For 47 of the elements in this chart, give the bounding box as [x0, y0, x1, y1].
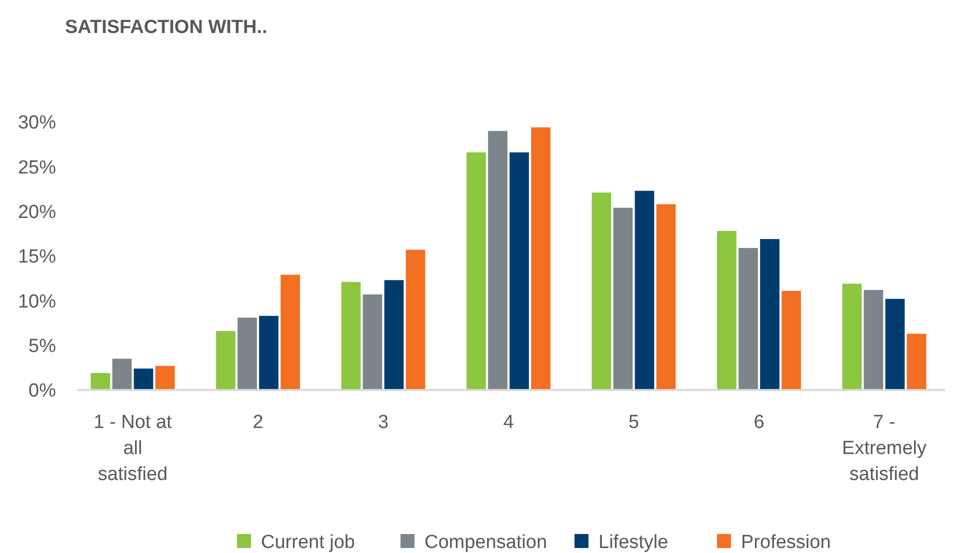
bar — [341, 282, 361, 390]
bar — [531, 127, 550, 390]
y-tick-label: 15% — [18, 246, 56, 268]
bar — [134, 368, 154, 390]
x-tick-label: 7 - Extremely satisfied — [842, 412, 927, 485]
bar — [90, 373, 110, 390]
chart-title: SATISFACTION WITH.. — [65, 17, 268, 38]
y-tick-label: 30% — [18, 112, 56, 134]
x-tick-label: 5 — [628, 412, 640, 433]
bar — [384, 280, 404, 390]
bar — [864, 290, 884, 390]
bar — [216, 331, 236, 390]
bar — [488, 130, 508, 390]
bar — [613, 208, 633, 390]
y-tick-label: 0% — [28, 380, 56, 402]
legend-label: Profession — [741, 532, 831, 553]
x-tick-label: 4 — [503, 412, 514, 433]
bar — [656, 204, 676, 390]
bar — [906, 334, 926, 390]
bar — [885, 298, 905, 390]
x-tick-label: 2 — [252, 412, 264, 433]
bar — [280, 274, 300, 390]
bar — [259, 316, 278, 390]
bar — [634, 190, 654, 390]
x-tick-label: 1 - Not at all satisfied — [94, 412, 173, 485]
y-tick-label: 5% — [28, 336, 56, 357]
bar — [842, 284, 862, 390]
y-tick-label: 10% — [18, 291, 56, 312]
bar — [510, 152, 529, 390]
y-tick-label: 20% — [18, 202, 56, 223]
bar — [238, 318, 257, 390]
bar — [717, 230, 736, 390]
bar — [592, 192, 612, 390]
bar — [406, 250, 426, 390]
x-tick-label: 6 — [754, 412, 764, 433]
legend-label: Current job — [261, 532, 355, 553]
legend-label: Compensation — [424, 532, 548, 553]
bar — [738, 248, 758, 390]
bar — [155, 366, 175, 390]
x-tick-label: 3 — [378, 412, 389, 433]
y-tick-label: 25% — [18, 157, 56, 178]
legend-label: Lifestyle — [598, 532, 668, 553]
bar — [760, 239, 780, 390]
bar — [362, 294, 382, 390]
bar — [782, 290, 801, 390]
bar — [112, 358, 132, 390]
bar — [466, 152, 486, 390]
